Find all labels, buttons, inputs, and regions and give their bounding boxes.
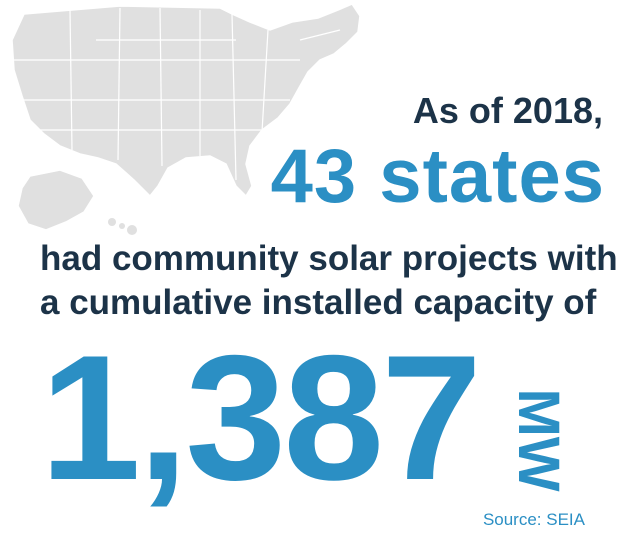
headline-description-2: a cumulative installed capacity of: [40, 283, 597, 322]
source-credit: Source: SEIA: [482, 510, 585, 529]
capacity-unit: MW: [506, 388, 571, 492]
headline-year: As of 2018,: [412, 90, 603, 131]
capacity-value: 1,387: [40, 318, 482, 517]
headline-description-1: had community solar projects with: [40, 239, 618, 278]
headline-states-count: 43 states: [270, 134, 605, 219]
us-map-icon: [0, 0, 420, 240]
